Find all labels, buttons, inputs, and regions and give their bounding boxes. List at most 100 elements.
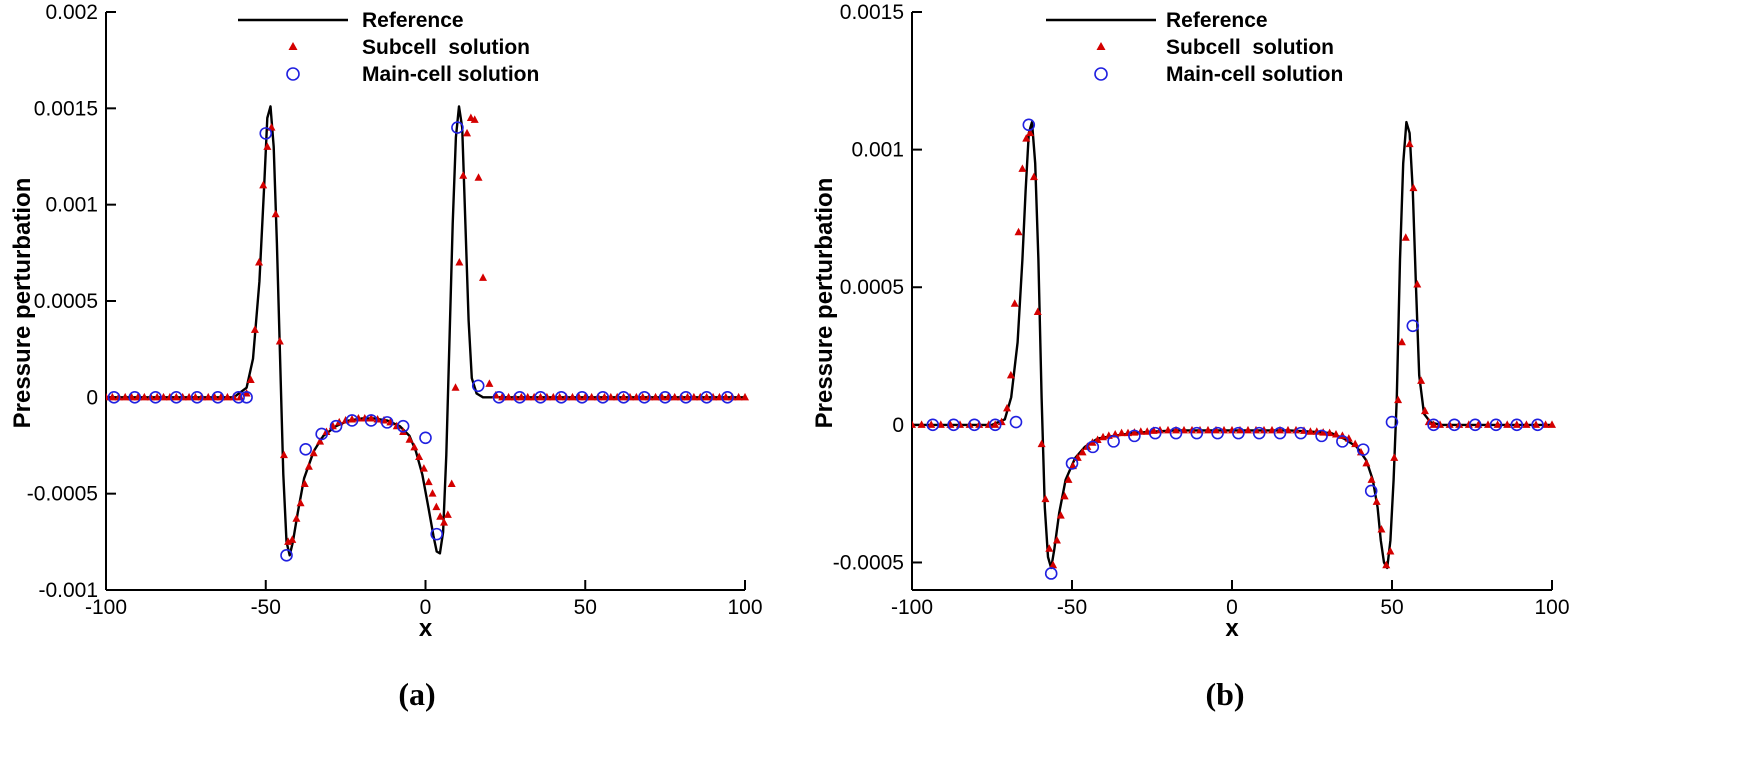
maincell-point [1107, 435, 1120, 448]
subcell-point [1382, 560, 1391, 569]
subcell-point [246, 375, 255, 383]
reference-line [912, 120, 1552, 570]
maincell-point [1252, 426, 1266, 440]
x-tick-label: -50 [1057, 596, 1087, 619]
subcell-point [259, 180, 268, 189]
subcell-point [373, 414, 382, 423]
maincell-point [364, 414, 378, 427]
panel-label: (b) [1205, 676, 1244, 712]
y-tick-label: 0.001 [851, 139, 904, 162]
subcell-point [1014, 227, 1023, 236]
maincell-point [315, 427, 328, 441]
maincell-point [926, 418, 940, 432]
maincell-point [1356, 443, 1370, 456]
subcell-point [917, 420, 926, 428]
subcell-point [1503, 420, 1512, 428]
maincell-point [1364, 484, 1378, 498]
maincell-point [513, 391, 527, 404]
y-tick-label: -0.0005 [833, 551, 904, 574]
subcell-point [536, 392, 545, 401]
maincell-point [988, 418, 1002, 432]
legend-subcell-swatch [288, 42, 298, 50]
y-axis-title: Pressure perturbation [811, 178, 838, 429]
subcell-point [451, 383, 460, 391]
subcell-point [271, 209, 280, 218]
maincell-point [471, 379, 485, 393]
subcell-point [424, 477, 433, 486]
subcell-point [997, 417, 1006, 426]
subcell-point [1078, 447, 1087, 456]
chart-panel-a: -100 -50 0 50 100 -0.001 -0.0005 0 0.0005 0.001 0.… [9, 1, 763, 712]
subcell-point [284, 537, 293, 545]
maincell-point [329, 419, 343, 433]
maincell-point [1232, 426, 1245, 440]
subcell-point [741, 392, 749, 401]
subcell-point [1319, 428, 1328, 436]
subcell-point [242, 388, 251, 397]
subcell-point [530, 392, 539, 401]
subcell-point [419, 464, 428, 472]
subcell-point [223, 392, 232, 401]
maincell-point [299, 443, 312, 456]
maincell-point [1315, 429, 1328, 443]
subcell-point [443, 510, 452, 518]
maincell-point [345, 414, 359, 427]
maincell-point [1128, 429, 1141, 443]
subcell-point [360, 414, 369, 422]
subcell-point [341, 415, 350, 424]
subcell-point [288, 535, 297, 543]
x-axis-title: x [1225, 615, 1239, 642]
maincell-point [638, 391, 651, 404]
y-tick-label: -0.0005 [27, 483, 98, 506]
subcell-point [504, 392, 513, 401]
subcell-point [178, 392, 187, 401]
x-tick-label: -100 [85, 596, 127, 619]
maincell-point [721, 391, 734, 404]
maincell-point [396, 419, 410, 433]
subcell-point [1056, 511, 1065, 519]
x-tick-label: -100 [891, 596, 933, 619]
subcell-point [432, 502, 441, 511]
subcell-point [1029, 172, 1038, 181]
subcell-point [1010, 299, 1019, 307]
subcell-point [463, 128, 472, 137]
subcell-point [108, 392, 117, 401]
subcell-point [275, 336, 284, 345]
subcell-point [304, 462, 313, 470]
subcell-point [1037, 439, 1046, 448]
subcell-point [1351, 439, 1360, 448]
legend-label: Main-cell solution [1166, 63, 1343, 86]
x-axis-title: x [419, 615, 433, 642]
subcell-point [555, 392, 564, 401]
y-tick-label: -0.001 [38, 579, 98, 602]
maincell-point [1086, 440, 1100, 454]
subcell-point [474, 173, 483, 181]
subcell-point [1401, 233, 1410, 241]
maincell-point [430, 527, 443, 541]
subcell-point [1522, 420, 1531, 428]
maincell-point [1406, 319, 1420, 333]
subcell-point [1130, 428, 1139, 436]
maincell-point [1169, 426, 1183, 440]
subcell-point [1548, 420, 1556, 428]
subcell-point [367, 414, 376, 422]
subcell-point [568, 392, 577, 401]
subcell-point [1493, 420, 1502, 428]
maincell-point [451, 121, 464, 134]
subcell-point [255, 257, 264, 266]
x-tick-label: 0 [1226, 596, 1238, 619]
subcell-point [1409, 183, 1418, 192]
maincell-point [1190, 426, 1204, 440]
subcell-point [651, 392, 660, 401]
maincell-point [1468, 418, 1482, 432]
series-triangle [912, 128, 1556, 569]
maincell-point [1273, 426, 1287, 440]
subcell-point [1332, 429, 1340, 438]
subcell-point [204, 392, 213, 401]
series-circle [926, 118, 1544, 580]
subcell-point [1276, 425, 1284, 434]
subcell-point [459, 171, 468, 179]
subcell-point [1512, 420, 1521, 428]
subcell-point [600, 392, 609, 401]
maincell-point [947, 418, 960, 432]
